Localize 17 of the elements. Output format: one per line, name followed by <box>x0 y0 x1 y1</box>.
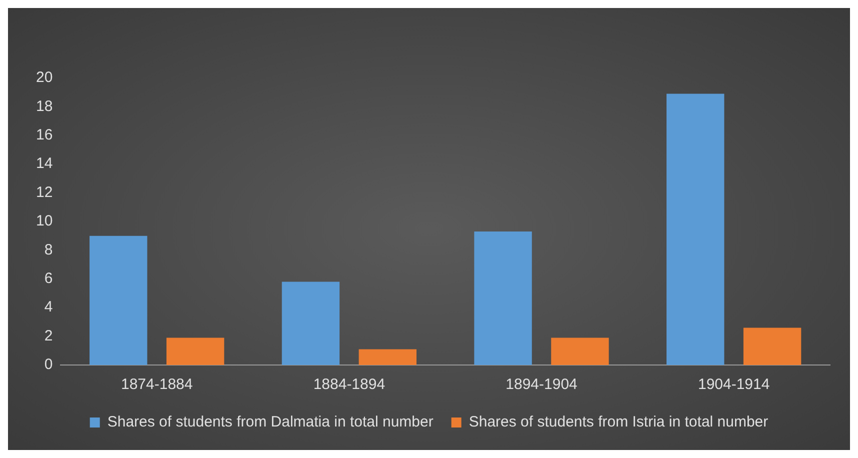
y-tick-label: 6 <box>44 270 53 288</box>
x-tick-label: 1904-1914 <box>698 376 770 394</box>
y-tick-label: 16 <box>36 126 53 144</box>
legend-label: Shares of students from Istria in total number <box>468 414 768 431</box>
y-tick-label: 14 <box>36 155 53 172</box>
y-tick-label: 12 <box>36 184 53 201</box>
y-tick-label: 20 <box>36 69 53 86</box>
x-tick-label: 1894-1904 <box>506 376 578 394</box>
y-tick-label: 10 <box>36 212 53 230</box>
x-tick-label: 1884-1894 <box>313 376 386 394</box>
y-tick-label: 2 <box>44 327 53 344</box>
legend-label: Shares of students from Dalmatia in total number <box>107 414 434 431</box>
y-tick-label: 8 <box>44 241 53 258</box>
y-tick-label: 0 <box>44 356 53 374</box>
x-tick-label: 1874-1884 <box>120 376 193 394</box>
y-tick-label: 18 <box>36 98 53 115</box>
y-tick-label: 4 <box>44 298 53 316</box>
